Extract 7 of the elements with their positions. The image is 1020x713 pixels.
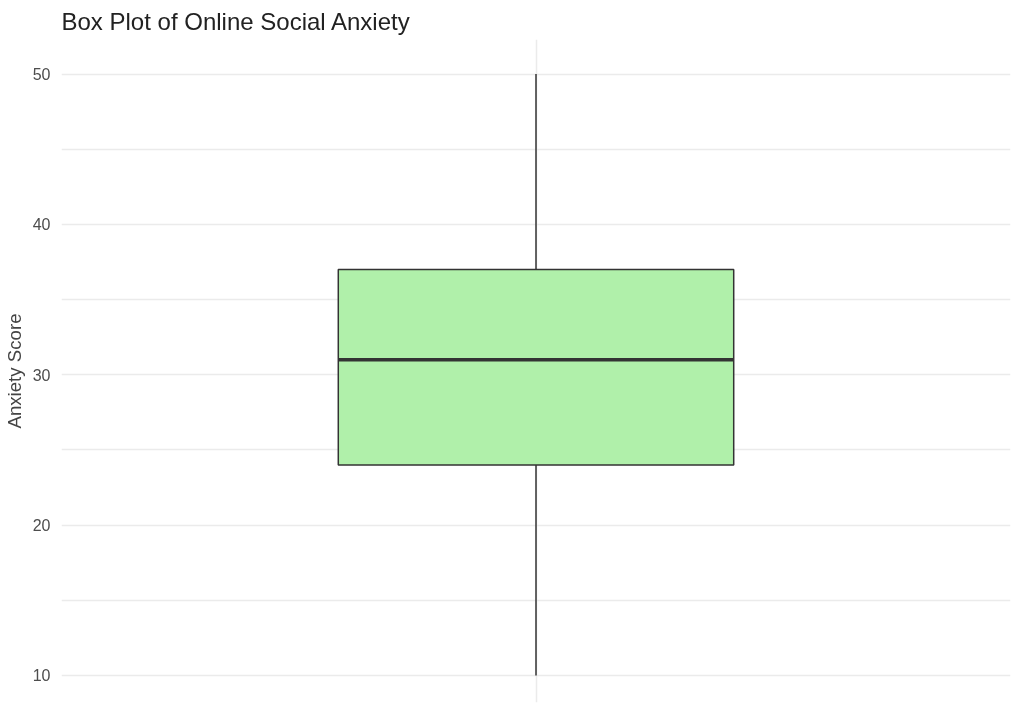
y-tick-label: 10 [32, 667, 51, 685]
y-tick-label: 30 [32, 366, 51, 384]
y-tick-label: 20 [32, 517, 51, 535]
chart-title: Box Plot of Online Social Anxiety [61, 7, 410, 35]
y-tick-label: 40 [32, 216, 51, 234]
y-axis-title: Anxiety Score [3, 313, 25, 429]
y-tick-label: 50 [32, 66, 51, 84]
